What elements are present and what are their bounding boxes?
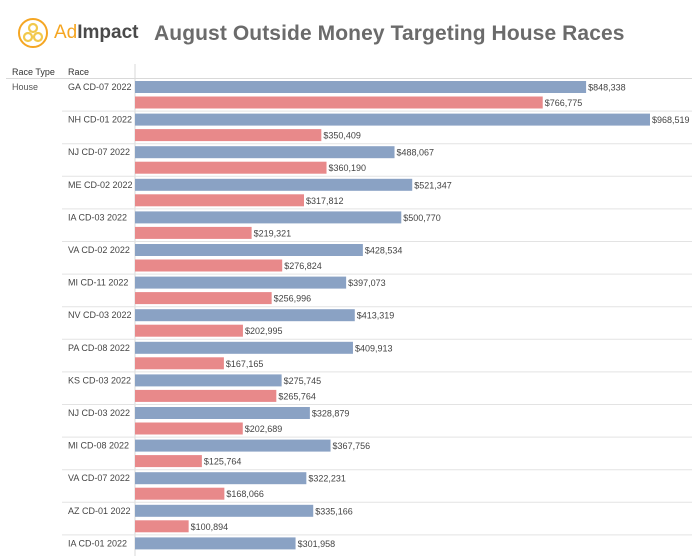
race-label: IA CD-01 2022 <box>68 538 127 548</box>
race-label: IA CD-03 2022 <box>68 212 127 222</box>
bar-red <box>135 455 202 468</box>
data-label: $168,066 <box>226 489 264 499</box>
bar-red <box>135 389 277 402</box>
bar-blue <box>135 439 331 452</box>
data-label: $167,165 <box>226 359 264 369</box>
data-label: $500,770 <box>403 213 441 223</box>
data-label: $766,775 <box>545 98 583 108</box>
race-label: NJ CD-07 2022 <box>68 147 130 157</box>
bar-blue <box>135 178 413 191</box>
data-label: $360,190 <box>329 163 367 173</box>
bar-blue <box>135 472 307 485</box>
logo-wordmark: AdImpact <box>54 22 139 44</box>
bar-blue <box>135 244 363 256</box>
bar-blue <box>135 407 310 419</box>
bar-blue <box>135 537 296 550</box>
data-label: $100,894 <box>191 522 229 532</box>
bar-red <box>135 357 224 370</box>
race-label: NH CD-01 2022 <box>68 115 132 125</box>
bar-blue <box>135 211 402 224</box>
bar-blue <box>135 146 395 159</box>
bar-red <box>135 259 283 272</box>
race-type-value: House <box>12 82 39 92</box>
data-label: $219,321 <box>254 228 292 238</box>
race-label: KS CD-03 2022 <box>68 375 131 385</box>
data-label: $202,995 <box>245 326 283 336</box>
bar-blue <box>135 309 355 322</box>
data-label: $409,913 <box>355 343 393 353</box>
bar-blue <box>135 504 314 517</box>
race-label: MI CD-11 2022 <box>68 278 128 288</box>
bar-blue <box>135 113 650 126</box>
bar-red <box>135 520 189 533</box>
race-label: PA CD-08 2022 <box>68 343 130 353</box>
data-label: $125,764 <box>204 457 242 467</box>
bar-red <box>135 194 304 207</box>
race-label: ME CD-02 2022 <box>68 180 133 190</box>
data-label: $301,958 <box>298 539 336 549</box>
race-label: VA CD-02 2022 <box>68 245 130 255</box>
data-label: $968,519 <box>652 115 690 125</box>
race-label: VA CD-07 2022 <box>68 473 130 483</box>
data-label: $335,166 <box>315 506 353 516</box>
bar-blue <box>135 81 587 93</box>
bar-blue <box>135 374 282 387</box>
race-label: AZ CD-01 2022 <box>68 506 131 516</box>
bar-red <box>135 96 543 109</box>
data-label: $428,534 <box>365 246 403 256</box>
bar-red <box>135 422 243 435</box>
data-label: $276,824 <box>284 261 322 271</box>
page-title: August Outside Money Targeting House Rac… <box>154 22 625 45</box>
data-label: $202,689 <box>245 424 283 434</box>
data-label: $328,879 <box>312 409 350 419</box>
data-label: $350,409 <box>323 131 361 141</box>
logo-impact-text: Impact <box>77 22 139 43</box>
header-divider <box>6 78 692 79</box>
data-label: $256,996 <box>274 294 312 304</box>
column-header-race-type: Race Type <box>12 67 55 77</box>
data-label: $848,338 <box>588 83 626 93</box>
bar-red <box>135 292 272 305</box>
data-label: $488,067 <box>397 148 435 158</box>
data-label: $413,319 <box>357 311 395 321</box>
data-label: $265,764 <box>278 391 316 401</box>
data-label: $317,812 <box>306 196 344 206</box>
data-label: $322,231 <box>308 474 346 484</box>
bar-blue <box>135 341 353 354</box>
race-label: GA CD-07 2022 <box>68 82 132 92</box>
race-label: MI CD-08 2022 <box>68 441 129 451</box>
bar-red <box>135 129 322 142</box>
bar-red <box>135 487 225 500</box>
data-label: $521,347 <box>414 180 452 190</box>
logo-ad-text: Ad <box>54 22 78 43</box>
data-label: $275,745 <box>284 376 322 386</box>
bar-red <box>135 324 243 337</box>
race-label: NJ CD-03 2022 <box>68 408 130 418</box>
bar-blue <box>135 276 347 289</box>
data-label: $367,756 <box>333 441 371 451</box>
bar-red <box>135 161 327 174</box>
bar-red <box>135 226 252 239</box>
race-label: NV CD-03 2022 <box>68 310 132 320</box>
data-label: $397,073 <box>348 278 386 288</box>
column-header-race: Race <box>68 67 90 77</box>
adimpact-logo-icon <box>18 18 48 48</box>
header: AdImpact August Outside Money Targeting … <box>0 0 700 62</box>
